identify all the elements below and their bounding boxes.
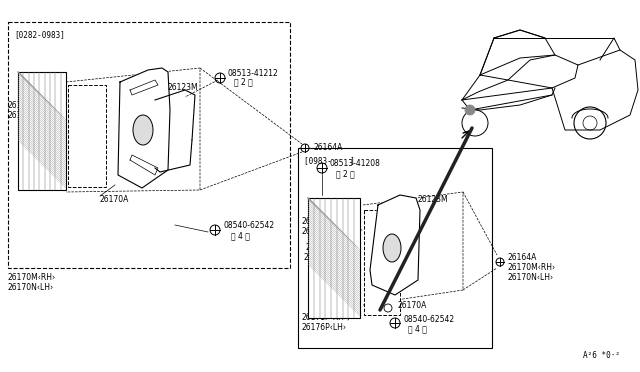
Ellipse shape [383,234,401,262]
Text: [0983-    ]: [0983- ] [304,156,355,165]
Bar [298,148,492,348]
Text: 08540-62542: 08540-62542 [403,314,454,324]
Text: 26123M: 26123M [168,83,198,93]
Text: 〈 4 〉: 〈 4 〉 [231,231,250,241]
Polygon shape [118,68,170,188]
Text: 26170M‹RH›: 26170M‹RH› [8,273,56,282]
Text: 〈 4 〉: 〈 4 〉 [408,324,427,334]
Text: 26170M‹RH›: 26170M‹RH› [508,263,556,273]
Text: 〈 2 〉: 〈 2 〉 [336,170,355,179]
Text: [0282-0983]: [0282-0983] [14,30,65,39]
Text: 26164A: 26164A [313,144,342,153]
Text: 26170N‹LH›: 26170N‹LH› [508,273,554,282]
Text: 26123M: 26123M [418,196,449,205]
Text: 26171P‹RH›: 26171P‹RH› [302,314,348,323]
Text: 08540-62542: 08540-62542 [223,221,274,231]
Text: 26170N‹LH›: 26170N‹LH› [8,283,54,292]
Text: 26162‹RH›: 26162‹RH› [302,218,344,227]
Text: 26120: 26120 [304,253,328,263]
Text: 〈 2 〉: 〈 2 〉 [234,77,253,87]
Bar [308,198,360,318]
Ellipse shape [133,115,153,145]
Text: 26170A: 26170A [398,301,428,310]
Bar [18,72,66,190]
Text: 26176P‹LH›: 26176P‹LH› [8,110,53,119]
Polygon shape [370,195,420,295]
Text: 26176P‹LH›: 26176P‹LH› [302,324,347,333]
Text: 08513-41212: 08513-41212 [228,70,279,78]
Text: 26167‹LH›: 26167‹LH› [302,228,342,237]
Text: 26171P‹RH›: 26171P‹RH› [8,100,54,109]
Bar [364,210,400,315]
Text: 08513-41208: 08513-41208 [330,160,381,169]
Circle shape [465,105,475,115]
Text: A²6 *0·²: A²6 *0·² [583,351,620,360]
Text: 26170A: 26170A [100,196,129,205]
Bar [8,22,290,268]
Text: 26164A: 26164A [508,253,538,263]
Bar [68,85,106,187]
Text: 26120F: 26120F [306,244,334,253]
